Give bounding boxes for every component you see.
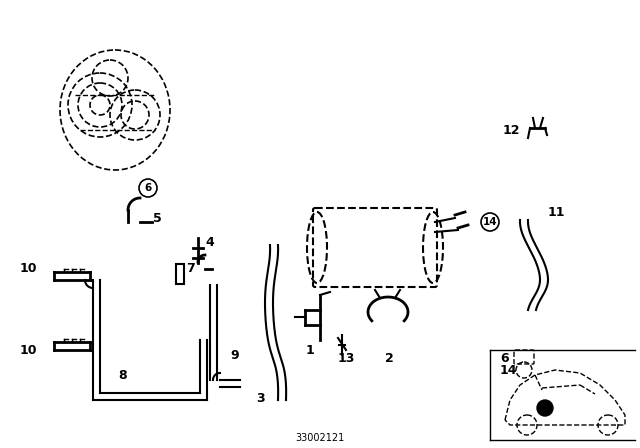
Text: 2: 2 <box>385 352 394 365</box>
Text: 11: 11 <box>548 206 566 219</box>
Text: 6: 6 <box>145 183 152 193</box>
Text: 1: 1 <box>306 344 315 357</box>
Bar <box>176 264 184 284</box>
Text: 4: 4 <box>205 236 214 249</box>
Circle shape <box>537 400 553 416</box>
Text: 6: 6 <box>500 352 509 365</box>
Text: 7: 7 <box>186 262 195 275</box>
Text: 9: 9 <box>230 349 239 362</box>
Text: 10: 10 <box>20 344 38 357</box>
Text: 13: 13 <box>338 352 355 365</box>
Text: 5: 5 <box>153 211 162 224</box>
Text: 33002121: 33002121 <box>296 433 344 443</box>
Text: 10: 10 <box>20 262 38 275</box>
Text: 14: 14 <box>500 363 518 376</box>
Text: 8: 8 <box>118 369 127 382</box>
Text: 12: 12 <box>503 124 520 137</box>
Text: 3: 3 <box>256 392 264 405</box>
Text: 14: 14 <box>483 217 497 227</box>
